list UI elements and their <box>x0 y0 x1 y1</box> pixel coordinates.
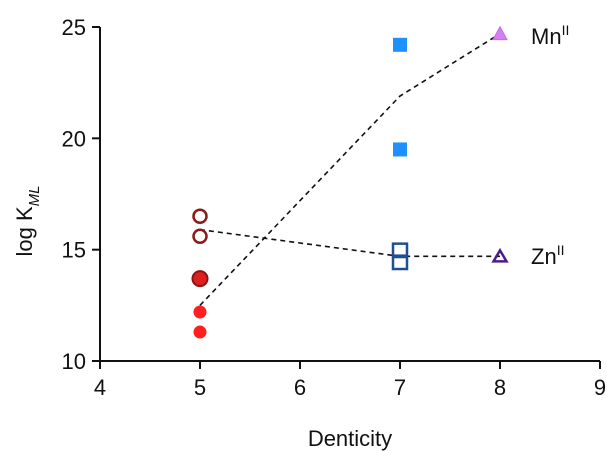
x-tick-label: 5 <box>194 375 206 400</box>
data-point-mn <box>492 25 508 41</box>
series-label-mn: MnII <box>531 22 569 49</box>
x-tick-label: 9 <box>594 375 606 400</box>
data-point-zn <box>391 242 409 257</box>
data-point-mn <box>393 37 407 52</box>
x-tick-label: 4 <box>94 375 106 400</box>
x-axis-title: Denticity <box>308 426 392 451</box>
trend-lines <box>199 33 501 306</box>
y-tick-label: 20 <box>62 126 86 151</box>
data-point-mn <box>193 305 207 319</box>
x-tick-label: 6 <box>294 375 306 400</box>
data-point-mn <box>393 142 407 157</box>
trend-line-mn <box>199 33 501 306</box>
series-label-zn: ZnII <box>531 242 564 269</box>
x-tick-label: 8 <box>494 375 506 400</box>
data-point-zn <box>391 255 409 271</box>
y-axis: 10 15 20 25 <box>62 15 101 374</box>
y-tick-label: 25 <box>62 15 86 40</box>
x-tick-label: 7 <box>394 375 406 400</box>
data-point-mn <box>193 325 207 339</box>
data-point-zn <box>491 247 509 263</box>
data-point-mn <box>191 270 209 288</box>
trend-line-zn <box>199 228 500 258</box>
data-point-zn <box>192 208 208 225</box>
data-points <box>191 25 509 339</box>
y-tick-label: 10 <box>62 349 86 374</box>
x-axis: 4 5 6 7 8 9 <box>94 360 606 400</box>
y-tick-label: 15 <box>62 238 86 263</box>
svg-text:log KML: log KML <box>12 186 43 257</box>
y-axis-title: log KML <box>12 186 43 257</box>
data-point-zn <box>192 228 208 245</box>
